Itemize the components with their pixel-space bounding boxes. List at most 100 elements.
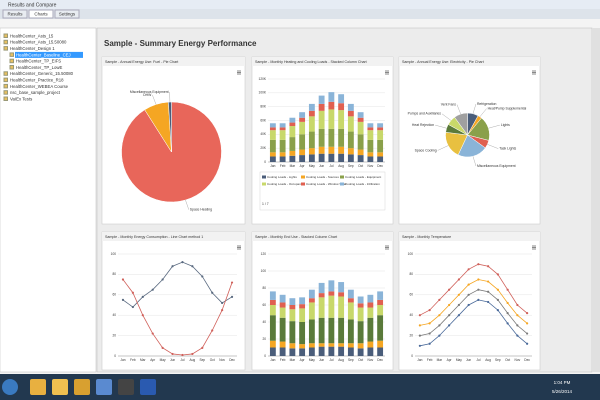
line-point — [438, 324, 441, 327]
bar-segment — [338, 343, 345, 347]
tree-item[interactable]: HealthCenter_Baseline_CEJ — [16, 52, 71, 57]
legend-swatch — [262, 175, 266, 179]
bar-segment — [347, 148, 354, 155]
line-series — [122, 279, 233, 356]
line-point — [477, 298, 480, 301]
pie-label: Vent Fans — [441, 102, 457, 106]
bar-segment — [299, 117, 306, 122]
bar-segment — [357, 307, 364, 322]
line-point — [161, 278, 164, 281]
bar-segment — [289, 137, 296, 151]
line-point — [428, 322, 431, 325]
taskbar-app[interactable] — [52, 379, 68, 395]
bar-segment — [357, 296, 364, 304]
line-point — [121, 278, 125, 281]
tree-item[interactable]: VaIEx Tests — [10, 96, 32, 101]
line-point — [457, 314, 460, 317]
pie-label: Miscellaneous Equipment — [130, 90, 169, 94]
x-tick-label: May — [160, 358, 166, 362]
bar-segment — [279, 130, 286, 140]
taskbar-app[interactable] — [140, 379, 156, 395]
bar-segment — [347, 289, 354, 299]
line-point — [438, 334, 441, 337]
legend-pager[interactable]: 1 / 7 — [262, 202, 269, 206]
bar-segment — [328, 291, 335, 296]
line-point — [428, 332, 431, 335]
x-tick-label: Apr — [447, 358, 453, 362]
bar-segment — [377, 130, 384, 140]
bar-segment — [318, 317, 325, 344]
taskbar-app[interactable] — [118, 379, 134, 395]
line-series — [419, 289, 528, 336]
x-tick-label: Aug — [338, 164, 344, 168]
line-point — [467, 303, 470, 307]
bar-segment — [269, 123, 276, 128]
bar-segment — [347, 116, 354, 132]
line-point — [201, 275, 204, 278]
tab[interactable] — [28, 9, 54, 19]
x-tick-label: Feb — [280, 358, 286, 362]
x-tick-label: Jan — [120, 358, 125, 362]
bar-segment — [347, 343, 354, 348]
bar-segment — [377, 291, 384, 300]
line-series — [419, 279, 528, 326]
legend-swatch — [301, 182, 305, 186]
bar-segment — [357, 121, 364, 135]
bar-segment — [279, 317, 286, 342]
chart-header — [399, 232, 540, 241]
y-tick-label: 100 — [408, 252, 414, 256]
taskbar-app[interactable] — [74, 379, 90, 395]
x-tick-label: Aug — [485, 358, 491, 362]
scrollbar[interactable] — [592, 28, 600, 372]
chart-title: Sample - Annual Energy Use: Fuel - Pie C… — [105, 60, 178, 64]
tab[interactable] — [54, 9, 80, 19]
line-point — [191, 352, 194, 356]
tab[interactable] — [2, 9, 28, 19]
x-tick-label: Nov — [368, 358, 374, 362]
bar-segment — [347, 103, 354, 111]
label-leader — [185, 199, 189, 210]
legend-label: Cooling Loads - Sources — [306, 175, 339, 179]
y-tick-label: 0 — [411, 354, 413, 358]
x-tick-label: Mar — [140, 358, 146, 362]
taskbar-app[interactable] — [96, 379, 112, 395]
chart-title: Sample - Monthly End Use - Stacked Colum… — [255, 235, 337, 239]
tree-item[interactable]: HealthCenter_Asts_15 — [10, 33, 54, 38]
tree-item[interactable]: HealthCenter_TP_EIFS — [16, 59, 61, 64]
tree-item[interactable]: nsc_base_sample_project — [10, 90, 61, 95]
tree-item[interactable]: HealthCenter_TP_LowE — [16, 65, 62, 70]
bar-segment — [299, 121, 306, 135]
tab-label: Results — [7, 12, 23, 17]
chart-card — [101, 231, 246, 371]
bar-segment — [269, 347, 276, 356]
line-point — [171, 352, 174, 356]
x-tick-label: Mar — [437, 358, 443, 362]
pie-label: DHW — [143, 93, 152, 97]
line-point — [161, 346, 164, 349]
tree-item[interactable]: HealthCenter_Practice_R18 — [10, 78, 64, 83]
tree-item[interactable]: HealthCenter_WEBEA Course — [10, 84, 69, 89]
taskbar-app[interactable] — [30, 379, 46, 395]
label-leader — [487, 144, 499, 149]
chart-header — [252, 57, 393, 66]
bar-segment — [318, 282, 325, 294]
x-tick-label: Oct — [358, 358, 363, 362]
chart-title: Sample - Monthly Energy Consumption - Li… — [105, 235, 203, 239]
bar-segment — [279, 123, 286, 128]
bar-segment — [347, 154, 354, 162]
tree-item[interactable]: HealthCenter_Asts_15.50080 — [10, 40, 67, 45]
tree-item[interactable]: HealthCenter_Generic_15.50080 — [10, 71, 74, 76]
bar-segment — [318, 95, 325, 104]
label-leader — [472, 103, 477, 114]
bar-segment — [308, 154, 315, 162]
bar-segment — [347, 298, 354, 303]
line-point — [457, 278, 460, 281]
pie-slice — [454, 112, 468, 136]
chart-header — [252, 232, 393, 241]
bar-segment — [299, 112, 306, 118]
bar-segment — [308, 319, 315, 344]
line-point — [506, 322, 509, 325]
bar-segment — [289, 305, 296, 310]
start-button[interactable] — [2, 379, 18, 395]
tree-item[interactable]: HealthCenter_Design 1 — [10, 46, 55, 51]
